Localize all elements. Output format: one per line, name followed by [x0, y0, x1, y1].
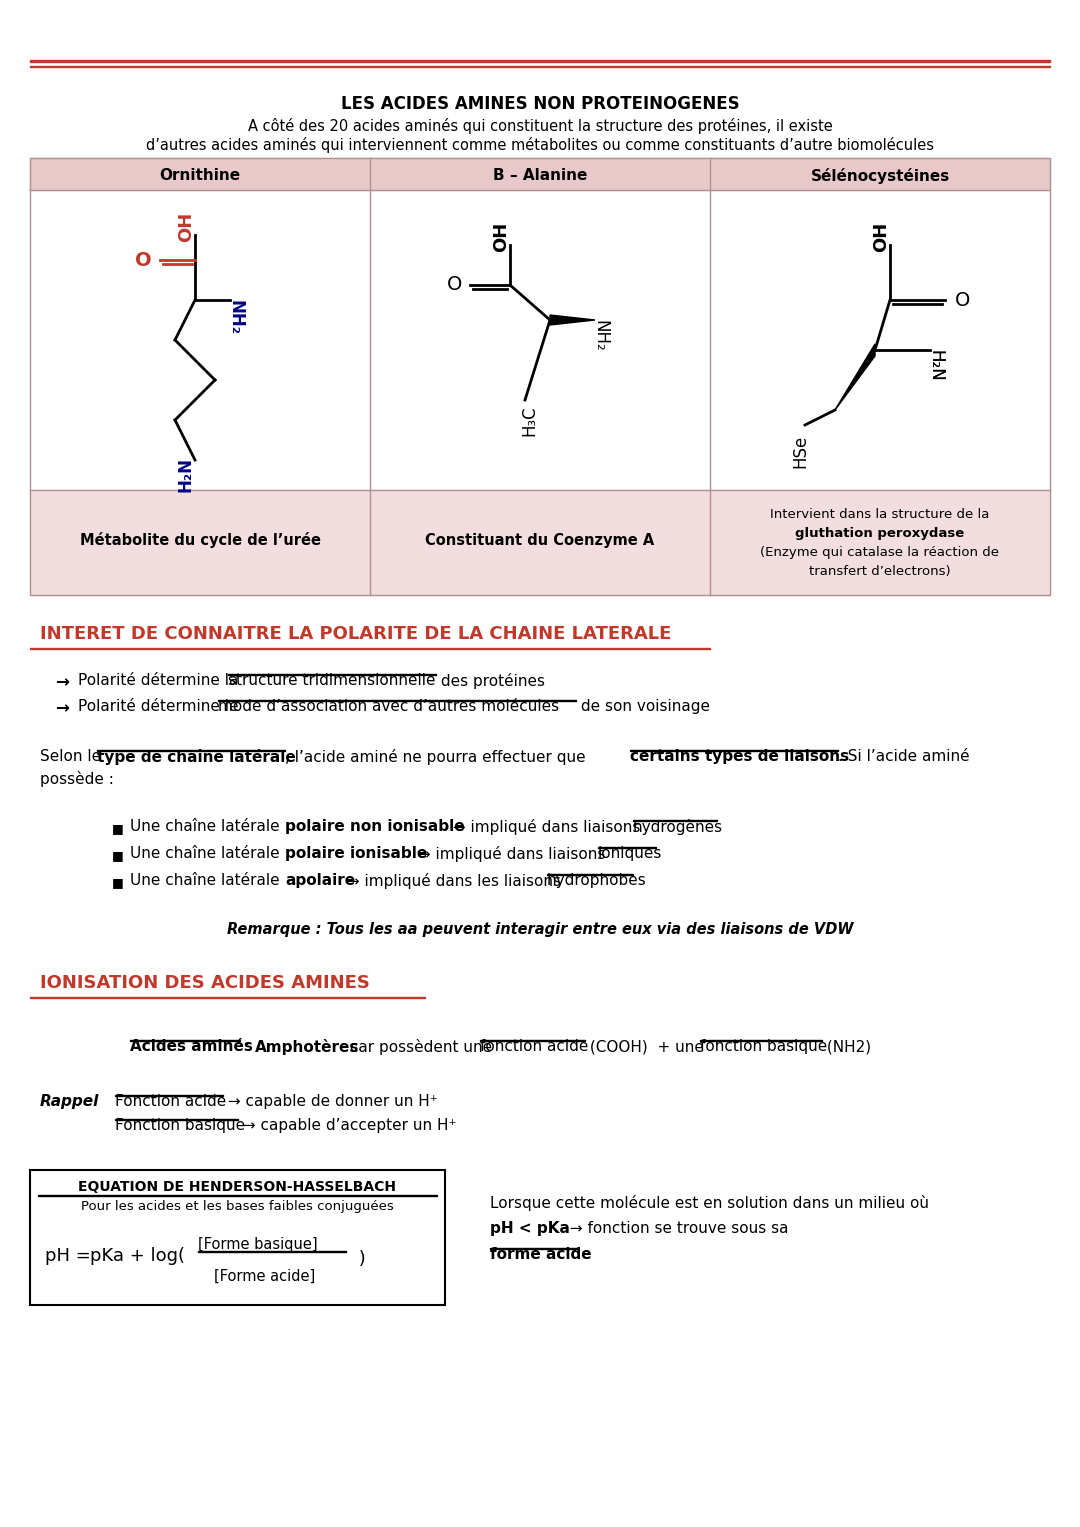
- Text: ): ): [353, 1251, 366, 1267]
- Text: car possèdent une: car possèdent une: [345, 1038, 497, 1055]
- Text: Fonction acide: Fonction acide: [114, 1093, 226, 1109]
- Text: apolaire: apolaire: [285, 873, 355, 889]
- Text: d’autres acides aminés qui interviennent comme métabolites ou comme constituants: d’autres acides aminés qui interviennent…: [146, 137, 934, 153]
- Text: NH₂: NH₂: [226, 299, 244, 334]
- Text: → impliqué dans liaisons: → impliqué dans liaisons: [448, 818, 645, 835]
- Text: de son voisinage: de son voisinage: [576, 699, 710, 715]
- Text: (COOH)  + une: (COOH) + une: [585, 1038, 708, 1054]
- Text: →: →: [55, 699, 69, 718]
- Text: pH < pKa: pH < pKa: [490, 1222, 570, 1235]
- Bar: [30, 1170, 445, 1306]
- Text: Remarque : Tous les aa peuvent interagir entre eux via des liaisons de VDW: Remarque : Tous les aa peuvent interagir…: [227, 922, 853, 938]
- Text: Métabolite du cycle de l’urée: Métabolite du cycle de l’urée: [80, 531, 321, 548]
- Text: H₂N: H₂N: [177, 458, 195, 493]
- Text: H₂N: H₂N: [926, 350, 944, 382]
- Text: HSe: HSe: [791, 435, 809, 469]
- Text: O: O: [135, 250, 152, 269]
- Text: certains types de liaisons: certains types de liaisons: [630, 750, 849, 764]
- Bar: [30, 157, 1050, 189]
- Text: ioniques: ioniques: [598, 846, 662, 861]
- Text: → fonction se trouve sous sa: → fonction se trouve sous sa: [565, 1222, 794, 1235]
- Text: Selon le: Selon le: [40, 750, 106, 764]
- Text: ■: ■: [112, 849, 124, 863]
- Text: Amphotères: Amphotères: [255, 1038, 360, 1055]
- Text: hydrophobes: hydrophobes: [546, 873, 647, 889]
- Text: →: →: [55, 673, 69, 692]
- Text: Fonction basique: Fonction basique: [114, 1118, 245, 1133]
- Text: Intervient dans la structure de la: Intervient dans la structure de la: [770, 508, 989, 521]
- Text: Constituant du Coenzyme A: Constituant du Coenzyme A: [426, 533, 654, 548]
- Polygon shape: [835, 344, 875, 411]
- Text: LES ACIDES AMINES NON PROTEINOGENES: LES ACIDES AMINES NON PROTEINOGENES: [340, 95, 740, 113]
- Text: Une chaîne latérale: Une chaîne latérale: [130, 818, 284, 834]
- Text: OH: OH: [492, 221, 510, 252]
- Text: INTERET DE CONNAITRE LA POLARITE DE LA CHAINE LATERALE: INTERET DE CONNAITRE LA POLARITE DE LA C…: [40, 625, 672, 643]
- Text: transfert d’electrons): transfert d’electrons): [809, 565, 950, 579]
- Bar: [30, 490, 1050, 596]
- Text: Polarité détermine la: Polarité détermine la: [78, 673, 243, 689]
- Text: O: O: [447, 275, 462, 295]
- Text: B – Alanine: B – Alanine: [492, 168, 588, 183]
- Text: . Si l’acide aminé: . Si l’acide aminé: [838, 750, 970, 764]
- Text: Polarité détermine le: Polarité détermine le: [78, 699, 243, 715]
- Text: Pour les acides et les bases faibles conjuguées: Pour les acides et les bases faibles con…: [81, 1200, 394, 1212]
- Text: → impliqué dans liaisons: → impliqué dans liaisons: [413, 846, 610, 863]
- Text: fonction basique: fonction basique: [700, 1038, 827, 1054]
- Text: H₂N: H₂N: [926, 350, 944, 382]
- Text: → capable d’accepter un H⁺: → capable d’accepter un H⁺: [238, 1118, 457, 1133]
- Text: fonction acide: fonction acide: [480, 1038, 589, 1054]
- Text: H₃C: H₃C: [519, 405, 538, 435]
- Text: NH₂: NH₂: [591, 321, 609, 351]
- Text: possède :: possède :: [40, 771, 113, 786]
- Text: type de chaîne latérale: type de chaîne latérale: [97, 750, 296, 765]
- Text: pKa + log(: pKa + log(: [90, 1248, 185, 1264]
- Text: [Forme basique]: [Forme basique]: [198, 1237, 318, 1252]
- Text: EQUATION DE HENDERSON-HASSELBACH: EQUATION DE HENDERSON-HASSELBACH: [79, 1180, 396, 1194]
- Text: Une chaîne latérale: Une chaîne latérale: [130, 873, 284, 889]
- Text: OH: OH: [177, 212, 195, 243]
- Text: → capable de donner un H⁺: → capable de donner un H⁺: [222, 1093, 437, 1109]
- Text: Lorsque cette molécule est en solution dans un milieu où: Lorsque cette molécule est en solution d…: [490, 1196, 929, 1211]
- Text: Acides aminés: Acides aminés: [130, 1038, 253, 1054]
- Text: pH =: pH =: [45, 1248, 96, 1264]
- Text: (Enzyme qui catalase la réaction de: (Enzyme qui catalase la réaction de: [760, 547, 999, 559]
- Text: (NH2): (NH2): [822, 1038, 872, 1054]
- Text: polaire ionisable: polaire ionisable: [285, 846, 428, 861]
- Bar: [30, 157, 1050, 596]
- Text: , l’acide aminé ne pourra effectuer que: , l’acide aminé ne pourra effectuer que: [285, 750, 591, 765]
- Text: IONISATION DES ACIDES AMINES: IONISATION DES ACIDES AMINES: [40, 974, 369, 993]
- Text: forme acide: forme acide: [490, 1248, 592, 1261]
- Text: A côté des 20 acides aminés qui constituent la structure des protéines, il exist: A côté des 20 acides aminés qui constitu…: [247, 118, 833, 134]
- Text: :: :: [240, 1038, 255, 1054]
- Bar: [30, 60, 1050, 63]
- Text: Une chaîne latérale: Une chaîne latérale: [130, 846, 284, 861]
- Text: [Forme acide]: [Forme acide]: [214, 1269, 315, 1284]
- Polygon shape: [550, 315, 595, 325]
- Text: gluthation peroxydase: gluthation peroxydase: [795, 527, 964, 541]
- Text: O: O: [955, 290, 970, 310]
- Text: ■: ■: [112, 876, 124, 889]
- Text: Ornithine: Ornithine: [160, 168, 241, 183]
- Text: des protéines: des protéines: [436, 673, 545, 689]
- Text: structure tridimensionnelle: structure tridimensionnelle: [228, 673, 435, 689]
- Text: ■: ■: [112, 822, 124, 835]
- Text: hydrogènes: hydrogènes: [633, 818, 724, 835]
- Text: Rappel: Rappel: [40, 1093, 99, 1109]
- Text: mode d’association avec d’autres molécules: mode d’association avec d’autres molécul…: [218, 699, 559, 715]
- Text: Sélénocystéines: Sélénocystéines: [810, 168, 949, 183]
- Text: OH: OH: [872, 221, 890, 252]
- Text: → impliqué dans les liaisons: → impliqué dans les liaisons: [342, 873, 566, 889]
- Text: polaire non ionisable: polaire non ionisable: [285, 818, 464, 834]
